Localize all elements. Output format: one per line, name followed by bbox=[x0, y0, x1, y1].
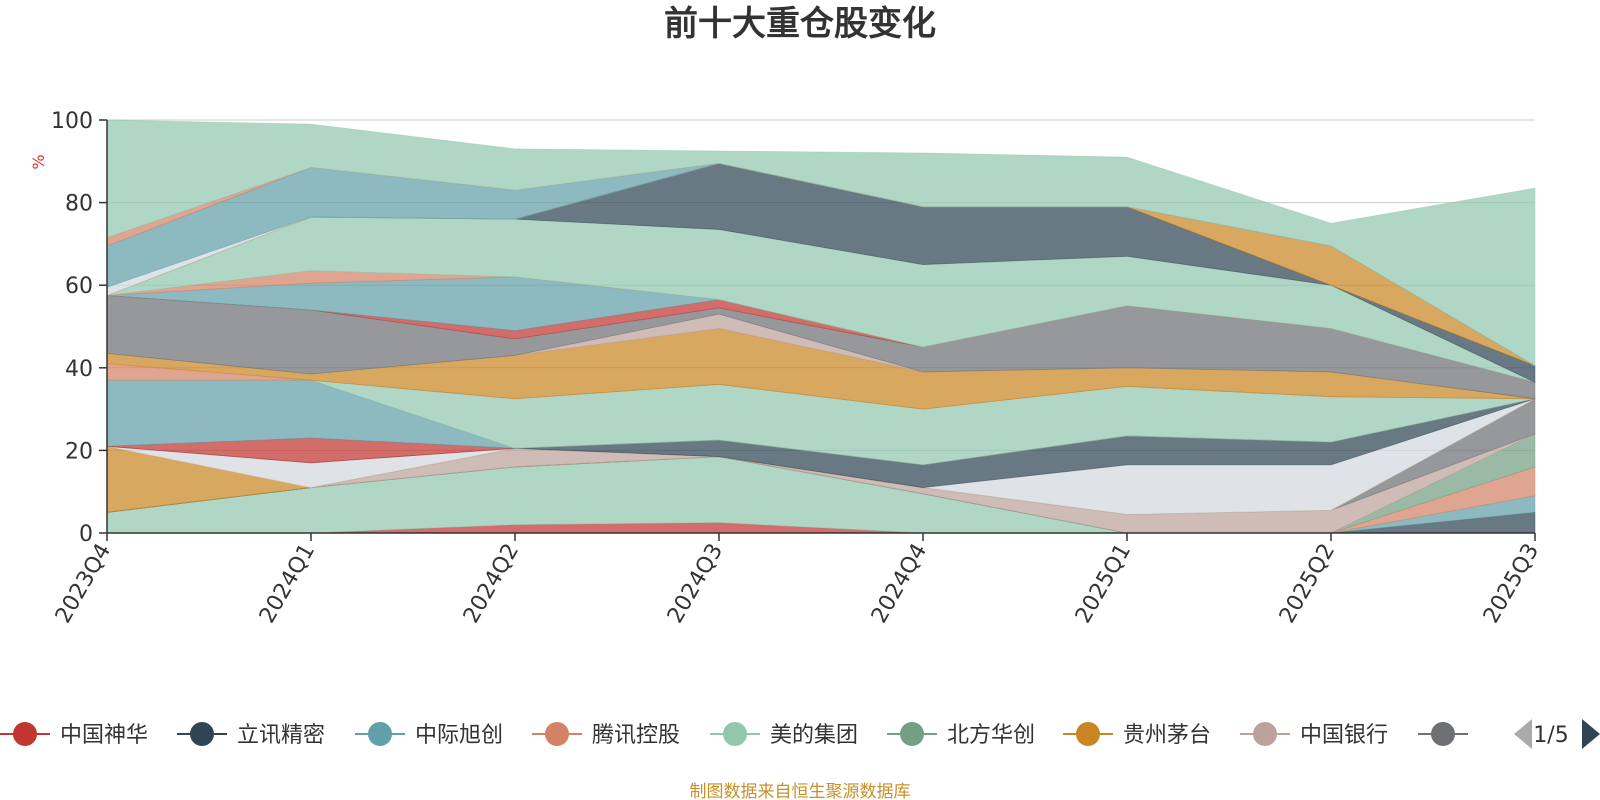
x-tick-label: 2025Q2 bbox=[1275, 540, 1340, 628]
legend-marker-icon bbox=[1076, 722, 1100, 746]
legend-marker-icon bbox=[545, 722, 569, 746]
legend-label: 立讯精密 bbox=[237, 723, 325, 748]
legend-item[interactable]: 中国神华 bbox=[0, 722, 148, 748]
legend-page-indicator: 1/5 bbox=[1533, 723, 1568, 748]
y-tick-label: 80 bbox=[65, 192, 93, 217]
legend-marker-icon bbox=[13, 722, 37, 746]
y-tick-label: 40 bbox=[65, 357, 93, 382]
legend-item[interactable] bbox=[1418, 722, 1468, 746]
legend-item[interactable]: 立讯精密 bbox=[177, 722, 325, 748]
legend-item[interactable]: 腾讯控股 bbox=[532, 722, 680, 748]
legend-item[interactable]: 中际旭创 bbox=[355, 722, 503, 748]
x-tick-label: 2025Q3 bbox=[1479, 540, 1544, 628]
legend-marker-icon bbox=[900, 722, 924, 746]
legend-pager: 1/5 bbox=[1514, 719, 1600, 749]
legend-marker-icon bbox=[190, 722, 214, 746]
area-series-band bbox=[106, 119, 1536, 367]
legend-label: 美的集团 bbox=[770, 723, 858, 748]
legend-marker-icon bbox=[1431, 722, 1455, 746]
legend-label: 北方华创 bbox=[947, 723, 1035, 748]
chart-title: 前十大重仓股变化 bbox=[664, 4, 936, 44]
y-axis-unit-label: % bbox=[29, 154, 48, 169]
x-tick-label: 2024Q1 bbox=[255, 540, 320, 628]
x-tick-label: 2024Q4 bbox=[867, 540, 932, 628]
legend-item[interactable]: 贵州茅台 bbox=[1063, 722, 1211, 748]
legend-label: 中际旭创 bbox=[415, 723, 503, 748]
legend-label: 腾讯控股 bbox=[592, 723, 680, 748]
legend-label: 中国银行 bbox=[1300, 723, 1388, 748]
area-series bbox=[106, 119, 1536, 534]
x-tick-label: 2023Q4 bbox=[51, 540, 116, 628]
legend-marker-icon bbox=[723, 722, 747, 746]
data-source-note: 制图数据来自恒生聚源数据库 bbox=[690, 782, 911, 800]
legend-label: 贵州茅台 bbox=[1123, 723, 1211, 748]
legend-item[interactable]: 中国银行 bbox=[1240, 722, 1388, 748]
legend-marker-icon bbox=[1253, 722, 1277, 746]
x-tick-label: 2025Q1 bbox=[1071, 540, 1136, 628]
legend-label: 中国神华 bbox=[60, 723, 148, 748]
legend-marker-icon bbox=[368, 722, 392, 746]
legend-item[interactable]: 北方华创 bbox=[887, 722, 1035, 748]
legend-item[interactable]: 美的集团 bbox=[710, 722, 858, 748]
legend: 中国神华 立讯精密 中际旭创 腾讯控股 美的集团 北方华创 贵州茅台 中国银行 bbox=[0, 722, 1468, 748]
y-tick-label: 100 bbox=[51, 109, 93, 134]
y-tick-label: 20 bbox=[65, 439, 93, 464]
y-tick-label: 0 bbox=[79, 522, 93, 547]
legend-prev-page-icon[interactable] bbox=[1514, 719, 1532, 749]
legend-next-page-icon[interactable] bbox=[1582, 719, 1600, 749]
y-tick-label: 60 bbox=[65, 274, 93, 299]
x-tick-label: 2024Q2 bbox=[459, 540, 524, 628]
x-tick-label: 2024Q3 bbox=[663, 540, 728, 628]
